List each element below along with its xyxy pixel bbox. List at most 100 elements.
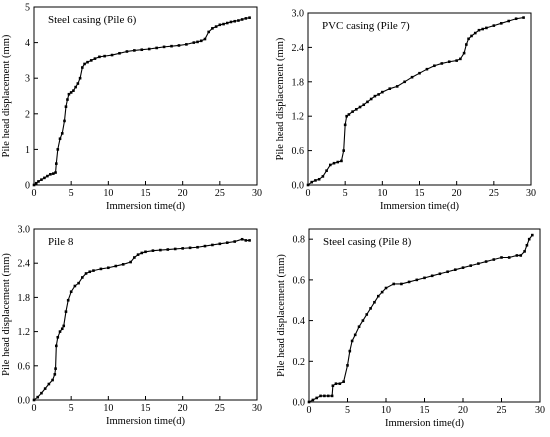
data-point [107, 266, 110, 270]
data-point [407, 280, 411, 284]
y-tick-label: 4 [25, 38, 30, 49]
chart-pvc-casing-pile-7: 0 5 10 15 20 25 30 0.0 0.6 1.2 1.8 2.4 3.0 PVC casing… [275, 9, 536, 213]
data-point [207, 30, 210, 34]
data-point [181, 247, 184, 250]
y-tick-label: 0.4 [293, 316, 306, 327]
data-point [519, 254, 523, 257]
y-tick-label: 3 [25, 74, 30, 85]
data-point [188, 246, 192, 250]
data-point [173, 247, 177, 251]
data-point [60, 327, 64, 331]
x-tick-label: 25 [215, 188, 225, 199]
series-line [308, 234, 533, 403]
data-point [199, 39, 203, 43]
data-point [310, 180, 314, 184]
data-point [133, 256, 136, 259]
x-tick-label: 30 [535, 405, 545, 416]
data-point [485, 26, 488, 30]
data-point [477, 262, 480, 265]
data-point [192, 41, 196, 44]
data-point [77, 281, 80, 285]
data-point [63, 119, 66, 123]
data-point [350, 339, 354, 343]
x-tick-label: 5 [69, 403, 74, 414]
data-point [248, 16, 251, 19]
data-point [140, 48, 144, 52]
x-tick-label: 15 [415, 188, 425, 199]
data-point [55, 162, 58, 165]
x-tick-label: 15 [420, 405, 430, 416]
data-point [49, 173, 52, 176]
data-point [321, 175, 325, 178]
y-axis-label: Pile head displacement (mm) [275, 37, 286, 160]
x-tick-label: 0 [32, 188, 37, 199]
data-point [338, 382, 342, 385]
data-point [362, 103, 366, 107]
data-point [244, 239, 248, 242]
data-point [433, 64, 436, 68]
data-point [51, 378, 54, 382]
data-point [531, 233, 534, 237]
data-point [492, 24, 496, 27]
data-point [92, 269, 95, 272]
x-tick-label: 10 [381, 405, 391, 416]
data-point [418, 71, 421, 75]
data-point [47, 382, 51, 386]
data-point [159, 248, 162, 252]
x-axis-label: Immersion time(d) [106, 416, 186, 427]
data-point [395, 85, 399, 88]
x-tick-label: 0 [307, 405, 312, 416]
data-point [69, 290, 73, 293]
data-point [237, 19, 240, 22]
y-tick-label: 5 [25, 3, 30, 14]
y-tick-label: 0 [25, 181, 30, 192]
x-tick-label: 25 [489, 188, 499, 199]
data-point [218, 242, 222, 246]
x-tick-label: 30 [252, 403, 262, 414]
data-point [332, 161, 336, 165]
chart-steel-casing-pile-6: 0 5 10 15 20 25 30 0 1 2 3 4 5 Steel casing (Pile 6) I… [1, 3, 262, 213]
data-point [118, 51, 121, 55]
data-point [314, 179, 317, 182]
data-point [373, 300, 376, 304]
data-point [380, 290, 384, 294]
data-point [355, 108, 358, 111]
data-point [203, 37, 207, 41]
data-point [58, 137, 62, 141]
data-point [76, 82, 80, 85]
data-point [477, 28, 481, 32]
data-point [69, 91, 73, 94]
x-tick-label: 15 [141, 403, 151, 414]
data-point [34, 181, 38, 185]
data-point [60, 132, 64, 135]
data-point [54, 171, 57, 174]
data-point [392, 282, 395, 286]
x-axis-label: Immersion time(d) [385, 418, 465, 429]
data-point [481, 27, 484, 31]
data-point [325, 169, 328, 172]
x-tick-label: 5 [69, 188, 74, 199]
x-tick-label: 5 [345, 405, 350, 416]
data-point [345, 114, 348, 118]
data-point [454, 268, 457, 272]
data-point [99, 267, 103, 271]
data-point [129, 260, 132, 264]
data-point [240, 18, 244, 21]
data-point [353, 333, 357, 337]
data-point [326, 394, 330, 398]
data-point [133, 49, 136, 52]
data-point [388, 87, 392, 90]
data-point [317, 177, 321, 181]
data-point [53, 373, 57, 376]
data-point [54, 367, 57, 370]
data-point [499, 22, 503, 25]
x-tick-label: 30 [252, 188, 262, 199]
y-tick-label: 1.2 [292, 112, 305, 123]
data-point [151, 249, 155, 252]
data-point [136, 253, 140, 256]
chart-title: Steel casing (Pile 8) [323, 236, 412, 248]
y-tick-label: 1.2 [18, 327, 31, 338]
chart-pile-8: 0 5 10 15 20 25 30 0.0 0.6 1.2 1.8 2.4 3.0 Pile 8 Imme… [1, 225, 262, 428]
data-point [369, 307, 372, 310]
chart-title: Steel casing (Pile 6) [48, 14, 137, 26]
